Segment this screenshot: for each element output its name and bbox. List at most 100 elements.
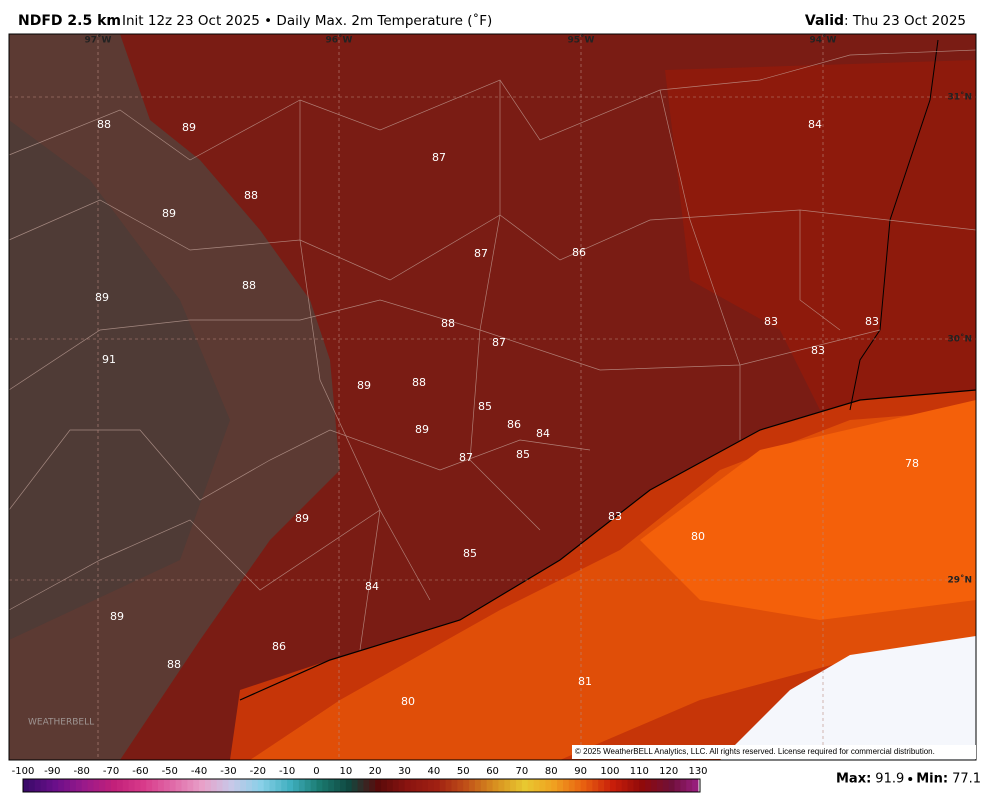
longitude-label: 96˚W: [326, 35, 353, 46]
colorbar-segment: [158, 779, 165, 792]
colorbar-segment: [46, 779, 53, 792]
temperature-label: 87: [459, 451, 473, 464]
temperature-label: 86: [272, 640, 286, 653]
no-data: [720, 636, 976, 760]
colorbar-segment: [199, 779, 206, 792]
colorbar-segment: [568, 779, 576, 792]
colorbar-segment: [87, 779, 94, 792]
latitude-label: 30˚N: [947, 334, 972, 345]
colorbar-segment: [563, 779, 570, 792]
temperature-label: 88: [242, 279, 256, 292]
colorbar-tick-label: -50: [162, 766, 178, 777]
colorbar-segment: [557, 779, 564, 792]
colorbar-segment: [609, 779, 617, 792]
temperature-label: 89: [110, 610, 124, 623]
temperature-label: 89: [357, 379, 371, 392]
colorbar-tick-label: -90: [44, 766, 60, 777]
colorbar-segment: [592, 779, 599, 792]
temperature-label: 83: [865, 315, 879, 328]
colorbar-segment: [111, 779, 118, 792]
description: Init 12z 23 Oct 2025 • Daily Max. 2m Tem…: [122, 12, 492, 29]
map: 97˚W 96˚W 95˚W 94˚W 31˚N 30˚N 29˚N 88 89 87 84 88 89…: [8, 33, 977, 761]
colorbar-segment: [451, 779, 458, 792]
temperature-label: 86: [507, 418, 521, 431]
colorbar-segment: [310, 779, 317, 792]
colorbar-segment: [404, 779, 411, 792]
graticule: [9, 34, 976, 760]
colorbar-segment: [269, 779, 276, 792]
colorbar-segment: [23, 779, 30, 792]
colorbar-segment: [656, 779, 664, 792]
colorbar-segment: [304, 779, 312, 792]
colorbar-segment: [287, 779, 294, 792]
colorbar-segment: [345, 779, 353, 792]
colorbar-segment: [457, 779, 464, 792]
colorbar-tick-label: 70: [516, 766, 529, 777]
colorbar-segment: [680, 779, 687, 792]
colorbar-segment: [228, 779, 235, 792]
temperature-label: 85: [516, 448, 530, 461]
max-value: 91.9: [875, 772, 904, 787]
colorbar-tick-label: 110: [630, 766, 649, 777]
colorbar-segment: [210, 779, 218, 792]
colorbar-segment: [122, 779, 130, 792]
valid-date: : Thu 23 Oct 2025: [844, 13, 966, 29]
colorbar-segment: [105, 779, 112, 792]
gulf-far: [640, 400, 976, 620]
colorbar-tick-label: -60: [132, 766, 148, 777]
temperature-label: 84: [808, 118, 822, 131]
colorbar-segment: [474, 779, 482, 792]
colorbar-segment: [668, 779, 676, 792]
colorbar-segment: [639, 779, 646, 792]
colorbar-segment: [75, 779, 83, 792]
colorbar-segment: [433, 779, 441, 792]
longitude-label: 94˚W: [810, 35, 837, 46]
colorbar-segment: [187, 779, 194, 792]
colorbar-segment: [633, 779, 640, 792]
colorbar-segment: [275, 779, 282, 792]
colorbar-segment: [93, 779, 100, 792]
max-label: Max:: [836, 772, 871, 787]
colorbar-segment: [322, 779, 329, 792]
temperature-label: 88: [244, 189, 258, 202]
colorbar-segment: [533, 779, 541, 792]
colorbar-segment: [334, 779, 341, 792]
colorbar-segment: [99, 779, 106, 792]
colorbar-segment: [545, 779, 552, 792]
temperature-label: 84: [365, 580, 379, 593]
colorbar-segment: [34, 779, 42, 792]
colorbar-tick-label: 50: [457, 766, 470, 777]
colorbar-segment: [445, 779, 452, 792]
temperature-label: 89: [182, 121, 196, 134]
colorbar-segment: [674, 779, 681, 792]
colorbar-segment: [621, 779, 629, 792]
colorbar-segment: [357, 779, 364, 792]
colorbar-segment: [216, 779, 224, 792]
colorbar-segment: [281, 779, 288, 792]
colorbar-segment: [181, 779, 188, 792]
colorbar-segment: [422, 779, 429, 792]
min-value: 77.1: [952, 772, 981, 787]
colorbar-segment: [363, 779, 370, 792]
colorbar-tick-label: 0: [313, 766, 319, 777]
colorbar-segment: [222, 779, 229, 792]
longitude-label: 95˚W: [568, 35, 595, 46]
river-border: [849, 39, 939, 411]
temperature-label: 88: [167, 658, 181, 671]
temperature-label: 91: [102, 353, 116, 366]
temperature-label: 87: [432, 151, 446, 164]
temperature-label: 86: [572, 246, 586, 259]
temperature-label: 89: [95, 291, 109, 304]
colorbar-segment: [539, 779, 546, 792]
colorbar-segment: [510, 779, 517, 792]
copyright: © 2025 WeatherBELL Analytics, LLC. All r…: [575, 747, 935, 756]
colorbar-segment: [328, 779, 335, 792]
colorbar-segment: [193, 779, 200, 792]
colorbar-segment: [586, 779, 593, 792]
colorbar-tick-label: 20: [369, 766, 382, 777]
colorbar-segment: [416, 779, 423, 792]
colorbar-segment: [504, 779, 511, 792]
colorbar-tick-label: 10: [339, 766, 352, 777]
colorbar-segment: [234, 779, 241, 792]
colorbar-segment: [480, 779, 488, 792]
